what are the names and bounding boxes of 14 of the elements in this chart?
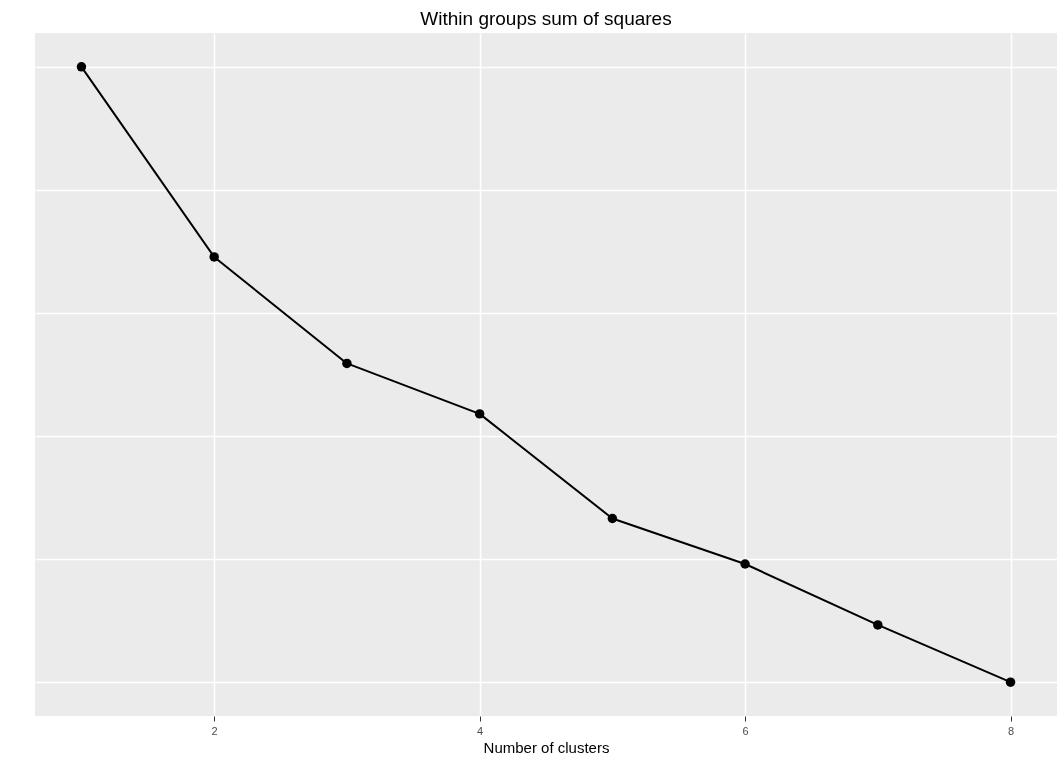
chart-title: Within groups sum of squares bbox=[420, 8, 672, 29]
point bbox=[209, 252, 219, 262]
point bbox=[76, 62, 87, 72]
point bbox=[342, 358, 352, 369]
x-tick-label: 6 bbox=[742, 724, 749, 737]
point bbox=[873, 620, 883, 630]
x-axis-title: Number of clusters bbox=[483, 738, 610, 756]
point bbox=[607, 513, 618, 524]
x-tick-label: 2 bbox=[211, 724, 218, 737]
point bbox=[474, 409, 485, 419]
x-tick-label: 4 bbox=[477, 724, 484, 737]
x-tick-label: 8 bbox=[1007, 724, 1015, 737]
point bbox=[740, 559, 750, 569]
point bbox=[1005, 677, 1016, 687]
